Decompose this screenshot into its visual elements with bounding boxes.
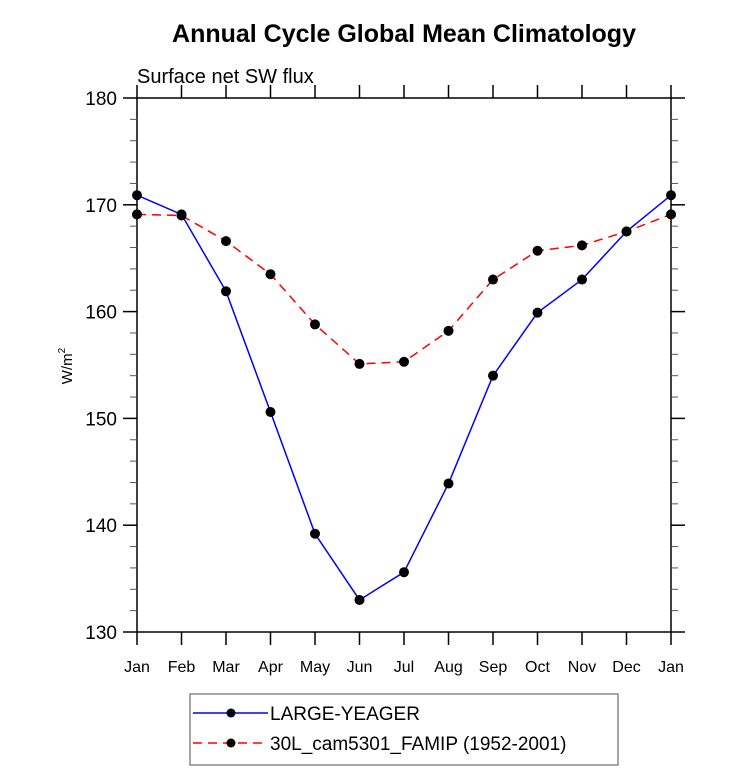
legend-marker <box>226 708 236 718</box>
data-point <box>354 358 365 369</box>
data-point <box>666 209 676 220</box>
x-tick-label: Jan <box>124 659 150 676</box>
x-tick-label: Jul <box>394 659 414 676</box>
legend-item-1: LARGE-YEAGER <box>193 704 420 725</box>
y-tick-label: 180 <box>85 89 117 110</box>
data-point <box>443 478 454 489</box>
data-point <box>666 190 676 201</box>
data-point <box>532 245 543 256</box>
series-2 <box>132 209 676 369</box>
x-tick-label: Jan <box>658 659 684 676</box>
x-tick-label: Nov <box>568 659 596 676</box>
data-point <box>176 210 187 221</box>
x-tick-label: Feb <box>168 659 196 676</box>
data-point <box>577 240 587 251</box>
x-tick-label: Mar <box>212 659 240 676</box>
legend-box <box>189 693 619 766</box>
legend-label: LARGE-YEAGER <box>270 704 420 725</box>
data-point <box>443 325 454 336</box>
series-line <box>136 194 672 601</box>
x-tick-label: Aug <box>434 659 462 676</box>
data-point <box>132 190 142 201</box>
y-tick-label: 140 <box>85 516 117 537</box>
data-point <box>310 528 320 539</box>
data-point <box>221 286 231 297</box>
data-point <box>532 307 543 318</box>
data-point <box>488 274 498 285</box>
x-tick-label: May <box>300 659 330 676</box>
x-tick-label: Apr <box>258 659 284 676</box>
y-axis-label: W/m2 <box>57 347 76 384</box>
data-point <box>265 406 276 417</box>
data-point <box>132 209 142 220</box>
data-point <box>221 236 231 247</box>
chart-subtitle: Surface net SW flux <box>137 66 314 88</box>
series-line <box>136 213 672 365</box>
y-tick-label: 150 <box>85 409 117 430</box>
legend-marker <box>226 738 236 748</box>
x-tick-label: Sep <box>479 659 508 676</box>
x-tick-label: Dec <box>612 659 640 676</box>
x-tick-label: Oct <box>525 659 550 676</box>
data-point <box>621 226 632 237</box>
y-tick-labels: 130 140 150 160 170 180 <box>85 89 117 644</box>
data-point <box>354 594 365 605</box>
data-point <box>399 356 409 367</box>
x-tick-labels: Jan Feb Mar Apr May Jun Jul Aug Sep Oct Nov Dec Jan <box>124 659 684 676</box>
legend-label: 30L_cam5301_FAMIP (1952-2001) <box>270 734 566 755</box>
x-tick-label: Jun <box>347 659 373 676</box>
y-tick-label: 170 <box>85 196 117 217</box>
y-tick-label: 130 <box>85 623 117 644</box>
data-point <box>265 269 276 280</box>
legend: LARGE-YEAGER 30L_cam5301_FAMIP (1952-2001… <box>189 693 619 766</box>
y-axis-label-text: W/m <box>59 353 76 384</box>
series-1 <box>132 190 676 605</box>
legend-item-2: 30L_cam5301_FAMIP (1952-2001) <box>193 734 566 755</box>
series-layer <box>132 190 676 605</box>
data-point <box>577 274 587 285</box>
y-axis-label-superscript: 2 <box>57 347 68 353</box>
data-point <box>399 567 409 578</box>
data-point <box>310 319 320 330</box>
chart-title: Annual Cycle Global Mean Climatology <box>172 20 636 48</box>
y-tick-label: 160 <box>85 303 117 324</box>
data-point <box>488 370 498 381</box>
axes <box>123 85 685 645</box>
